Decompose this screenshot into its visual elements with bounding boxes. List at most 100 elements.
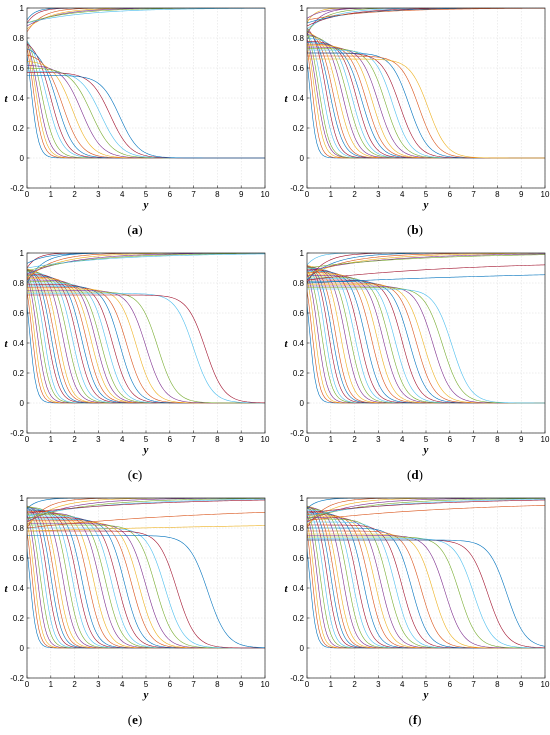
x-tick-label: 10 <box>541 680 550 689</box>
x-tick-label: 1 <box>49 680 54 689</box>
x-tick-label: 9 <box>239 680 244 689</box>
series-line <box>27 525 265 532</box>
y-tick-label: 0.2 <box>293 124 305 133</box>
x-tick-label: 1 <box>329 680 334 689</box>
y-tick-label: 0.6 <box>293 309 305 318</box>
y-tick-label: 0.4 <box>13 339 25 348</box>
y-axis-label: t <box>284 338 288 350</box>
series-line <box>307 505 545 521</box>
panel-f: 0 1 2 3 4 5 6 7 8 9 10 -0.2 0 0.2 0.4 0.6 0.8 1 y t (f) <box>280 490 550 730</box>
caption-a: (a) <box>127 222 143 237</box>
series-line <box>307 264 545 281</box>
x-tick-label: 9 <box>239 190 244 199</box>
y-axis-label: t <box>4 338 8 350</box>
y-tick-label: 0.6 <box>293 64 305 73</box>
x-tick-label: 6 <box>168 435 173 444</box>
x-tick-label: 6 <box>448 435 453 444</box>
x-tick-label: 3 <box>96 435 101 444</box>
y-tick-label: 0.2 <box>293 614 305 623</box>
x-tick-label: 8 <box>215 680 220 689</box>
x-tick-label: 10 <box>261 435 270 444</box>
y-tick-label: 1 <box>300 494 305 503</box>
y-axis-label: t <box>284 583 288 595</box>
x-tick-label: 5 <box>424 680 429 689</box>
series-line <box>27 535 265 649</box>
x-tick-label: 7 <box>471 680 476 689</box>
series-group <box>307 498 545 649</box>
x-tick-label: 2 <box>72 680 77 689</box>
panel-c: 0 1 2 3 4 5 6 7 8 9 10 -0.2 0 0.2 0.4 0.6 0.8 1 y t (c) <box>0 245 270 485</box>
series-group <box>27 253 265 404</box>
panel-e: 0 1 2 3 4 5 6 7 8 9 10 -0.2 0 0.2 0.4 0.6 0.8 1 y t (e) <box>0 490 270 730</box>
y-axis-label: t <box>4 93 8 105</box>
y-tick-label: 1 <box>20 249 25 258</box>
x-tick-label: 10 <box>541 190 550 199</box>
x-tick-label: 5 <box>424 435 429 444</box>
series-line <box>307 535 545 649</box>
y-tick-label: 0.8 <box>13 279 25 288</box>
series-line <box>27 293 265 404</box>
y-tick-label: -0.2 <box>10 184 24 193</box>
series-line <box>27 8 265 24</box>
x-tick-label: 0 <box>25 435 30 444</box>
y-tick-label: 0.8 <box>293 524 305 533</box>
series-line <box>27 253 265 269</box>
y-tick-label: 0.2 <box>13 369 25 378</box>
panel-a: 0 1 2 3 4 5 6 7 8 9 10 -0.2 0 0.2 0.4 0.6 0.8 1 y t (a) <box>0 0 270 240</box>
y-tick-label: 0.2 <box>13 124 25 133</box>
x-tick-label: 9 <box>519 435 524 444</box>
x-tick-label: 8 <box>495 680 500 689</box>
panel-b: 0 1 2 3 4 5 6 7 8 9 10 -0.2 0 0.2 0.4 0.6 0.8 1 y t (b) <box>280 0 550 240</box>
x-tick-label: 10 <box>261 680 270 689</box>
y-tick-label: 0 <box>300 644 305 653</box>
x-tick-label: 3 <box>96 680 101 689</box>
y-axis-label: t <box>284 93 288 105</box>
caption-c: (c) <box>127 467 143 482</box>
y-tick-label: -0.2 <box>290 429 304 438</box>
x-tick-label: 2 <box>352 190 357 199</box>
y-tick-label: 0.2 <box>293 369 305 378</box>
x-tick-label: 1 <box>49 435 54 444</box>
x-tick-label: 4 <box>120 435 125 444</box>
x-tick-label: 8 <box>495 435 500 444</box>
x-tick-label: 8 <box>495 190 500 199</box>
y-tick-label: 0 <box>20 154 25 163</box>
y-tick-label: 0.6 <box>13 309 25 318</box>
y-tick-label: 1 <box>20 494 25 503</box>
x-tick-label: 6 <box>168 680 173 689</box>
y-tick-label: 0.8 <box>13 524 25 533</box>
y-axis-label: t <box>4 583 8 595</box>
x-tick-label: 2 <box>352 435 357 444</box>
x-tick-label: 7 <box>191 680 196 689</box>
y-tick-label: 0 <box>300 154 305 163</box>
x-tick-label: 2 <box>72 190 77 199</box>
series-line <box>307 536 545 649</box>
x-tick-label: 4 <box>120 190 125 199</box>
x-tick-label: 3 <box>96 190 101 199</box>
y-tick-label: 0 <box>20 644 25 653</box>
series-line <box>27 530 265 649</box>
y-tick-label: 0.6 <box>13 554 25 563</box>
series-line <box>307 58 545 159</box>
x-tick-label: 4 <box>400 435 405 444</box>
series-line <box>307 498 545 517</box>
series-line <box>307 499 545 514</box>
x-axis-label: y <box>422 444 429 456</box>
x-tick-label: 7 <box>471 435 476 444</box>
x-tick-label: 9 <box>519 190 524 199</box>
y-tick-label: 1 <box>300 4 305 13</box>
x-tick-label: 1 <box>49 190 54 199</box>
caption-d: (d) <box>407 467 423 482</box>
series-line <box>307 538 545 649</box>
y-tick-label: 0.4 <box>293 584 305 593</box>
y-tick-label: -0.2 <box>10 429 24 438</box>
caption-f: (f) <box>408 712 422 727</box>
x-tick-label: 4 <box>400 680 405 689</box>
x-tick-label: 5 <box>144 190 149 199</box>
x-tick-label: 5 <box>424 190 429 199</box>
caption-e: (e) <box>127 712 143 727</box>
series-line <box>27 294 265 404</box>
